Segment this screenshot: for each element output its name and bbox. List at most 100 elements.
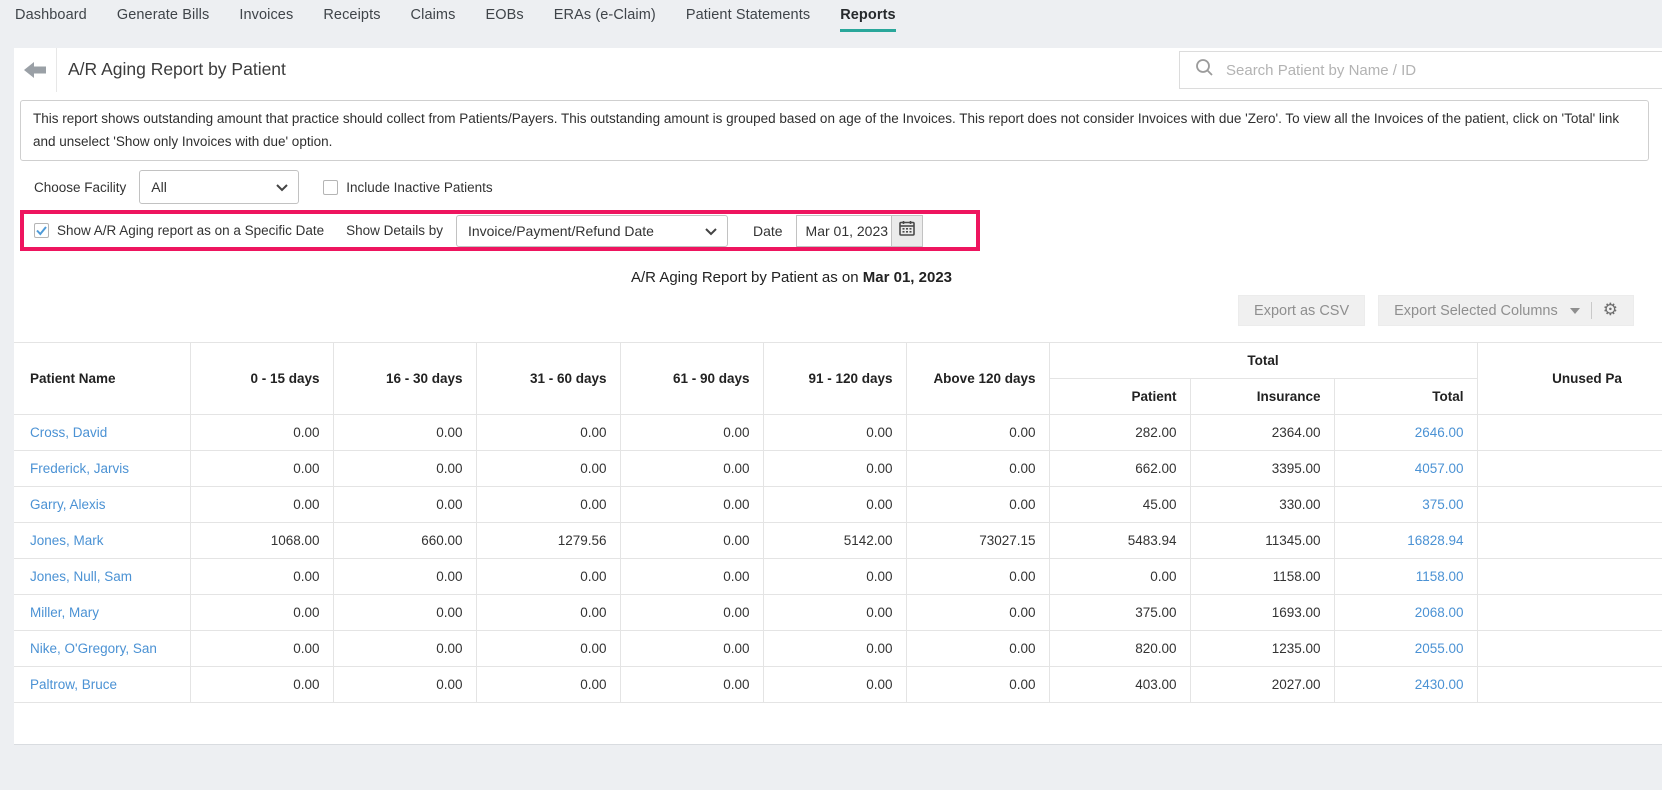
- total-patient-cell: 662.00: [1048, 450, 1191, 487]
- aging-amount-cell: 0.00: [905, 666, 1050, 703]
- search-icon: [1180, 58, 1226, 82]
- specific-date-checkbox[interactable]: [34, 223, 49, 238]
- report-heading: A/R Aging Report by Patient as on Mar 01…: [14, 269, 1569, 286]
- nav-item-reports[interactable]: Reports: [840, 7, 896, 32]
- nav-item-generate-bills[interactable]: Generate Bills: [116, 7, 210, 23]
- patient-name-link[interactable]: Miller, Mary: [30, 605, 100, 620]
- total-patient-cell: 282.00: [1048, 414, 1191, 451]
- aging-amount-cell: 1279.56: [475, 522, 621, 559]
- patient-name-link[interactable]: Cross, David: [30, 425, 108, 440]
- total-link[interactable]: 2055.00: [1414, 641, 1464, 656]
- total-link[interactable]: 1158.00: [1415, 569, 1464, 584]
- aging-amount-cell: 0.00: [332, 594, 477, 631]
- aging-amount-cell: 0.00: [189, 486, 334, 523]
- patient-search: [1179, 51, 1662, 89]
- patient-name-cell: Cross, David: [14, 414, 191, 451]
- report-heading-prefix: A/R Aging Report by Patient as on: [630, 269, 863, 286]
- unused-payment-cell: [1476, 486, 1662, 523]
- col-header-16-30: 16 - 30 days: [332, 342, 477, 415]
- aging-amount-cell: 0.00: [762, 666, 907, 703]
- col-header-total-insurance: Insurance: [1189, 378, 1335, 415]
- total-link[interactable]: 4057.00: [1414, 461, 1464, 476]
- date-label: Date: [752, 222, 783, 239]
- total-link[interactable]: 2646.00: [1414, 425, 1464, 440]
- patient-name-cell: Frederick, Jarvis: [14, 450, 191, 487]
- total-cell: 16828.94: [1333, 522, 1478, 559]
- total-link[interactable]: 2430.00: [1414, 677, 1464, 692]
- aging-amount-cell: 0.00: [475, 450, 621, 487]
- aging-amount-cell: 0.00: [762, 486, 907, 523]
- back-button[interactable]: [22, 58, 48, 82]
- total-patient-cell: 0.00: [1048, 558, 1191, 595]
- total-insurance-cell: 1158.00: [1189, 558, 1335, 595]
- total-insurance-cell: 3395.00: [1189, 450, 1335, 487]
- specific-date-filter-row: Show A/R Aging report as on a Specific D…: [20, 210, 980, 251]
- nav-item-dashboard[interactable]: Dashboard: [15, 7, 87, 23]
- table-row: Jones, Mark 1068.00 660.00 1279.56 0.00 5142.…: [14, 522, 1662, 559]
- unused-payment-cell: [1476, 450, 1662, 487]
- back-arrow-icon: [22, 62, 48, 86]
- aging-amount-cell: 0.00: [189, 666, 334, 703]
- patient-name-link[interactable]: Jones, Null, Sam: [30, 569, 133, 584]
- divider: [56, 48, 57, 92]
- patient-name-cell: Jones, Mark: [14, 522, 191, 559]
- patient-name-link[interactable]: Paltrow, Bruce: [30, 677, 118, 692]
- nav-item-claims[interactable]: Claims: [410, 7, 456, 23]
- export-selected-columns-button[interactable]: Export Selected Columns ⚙: [1378, 295, 1634, 326]
- total-cell: 2430.00: [1333, 666, 1478, 703]
- gear-icon[interactable]: ⚙: [1602, 300, 1618, 320]
- table-row: Garry, Alexis 0.00 0.00 0.00 0.00 0.00 0.00 45.…: [14, 486, 1662, 523]
- export-csv-button[interactable]: Export as CSV: [1238, 295, 1366, 326]
- export-selected-label: Export Selected Columns: [1394, 302, 1558, 319]
- aging-amount-cell: 0.00: [619, 522, 764, 559]
- aging-amount-cell: 1068.00: [189, 522, 334, 559]
- aging-amount-cell: 0.00: [619, 486, 764, 523]
- report-description: This report shows outstanding amount tha…: [20, 100, 1649, 162]
- table-row: Miller, Mary 0.00 0.00 0.00 0.00 0.00 0.00 375.…: [14, 594, 1662, 631]
- aging-amount-cell: 0.00: [189, 450, 334, 487]
- total-link[interactable]: 2068.00: [1414, 605, 1464, 620]
- main-content: A/R Aging Report by Patient This report …: [14, 48, 1662, 745]
- aging-amount-cell: 0.00: [332, 630, 477, 667]
- table-row: Frederick, Jarvis 0.00 0.00 0.00 0.00 0.00 0.0…: [14, 450, 1662, 487]
- total-cell: 1158.00: [1333, 558, 1478, 595]
- nav-item-eobs[interactable]: EOBs: [485, 7, 524, 23]
- aging-amount-cell: 0.00: [332, 558, 477, 595]
- search-input[interactable]: [1226, 52, 1662, 88]
- facility-select[interactable]: All: [139, 170, 300, 204]
- aging-amount-cell: 0.00: [475, 414, 621, 451]
- nav-item-receipts[interactable]: Receipts: [323, 7, 381, 23]
- total-insurance-cell: 1693.00: [1189, 594, 1335, 631]
- patient-name-link[interactable]: Nike, O'Gregory, San: [30, 641, 157, 656]
- aging-amount-cell: 0.00: [332, 450, 477, 487]
- total-link[interactable]: 16828.94: [1407, 533, 1464, 548]
- table-row: Paltrow, Bruce 0.00 0.00 0.00 0.00 0.00 0.00 40…: [14, 666, 1662, 703]
- unused-payment-cell: [1476, 666, 1662, 703]
- patient-name-link[interactable]: Garry, Alexis: [30, 497, 106, 512]
- patient-name-cell: Nike, O'Gregory, San: [14, 630, 191, 667]
- patient-name-link[interactable]: Jones, Mark: [30, 533, 104, 548]
- aging-amount-cell: 0.00: [762, 558, 907, 595]
- unused-payment-cell: [1476, 522, 1662, 559]
- total-link[interactable]: 375.00: [1422, 497, 1464, 512]
- table-row: Nike, O'Gregory, San 0.00 0.00 0.00 0.00 0.00…: [14, 630, 1662, 667]
- details-by-select[interactable]: Invoice/Payment/Refund Date: [455, 214, 728, 247]
- date-input[interactable]: Mar 01, 2023: [795, 214, 892, 247]
- patient-name-link[interactable]: Frederick, Jarvis: [30, 461, 130, 476]
- unused-payment-cell: [1476, 630, 1662, 667]
- aging-amount-cell: 0.00: [619, 630, 764, 667]
- nav-item-eras[interactable]: ERAs (e-Claim): [553, 7, 656, 23]
- include-inactive-checkbox[interactable]: [323, 179, 339, 195]
- total-insurance-cell: 2364.00: [1189, 414, 1335, 451]
- aging-amount-cell: 0.00: [905, 594, 1050, 631]
- nav-item-patient-statements[interactable]: Patient Statements: [685, 7, 811, 23]
- col-header-91-120: 91 - 120 days: [762, 342, 907, 415]
- col-header-unused: Unused Pa: [1476, 342, 1662, 415]
- divider: [1590, 302, 1592, 319]
- title-row: A/R Aging Report by Patient: [14, 48, 1662, 92]
- aging-amount-cell: 0.00: [905, 630, 1050, 667]
- total-insurance-cell: 11345.00: [1189, 522, 1335, 559]
- calendar-button[interactable]: [891, 214, 923, 247]
- nav-item-invoices[interactable]: Invoices: [239, 7, 294, 23]
- show-details-by-label: Show Details by: [346, 223, 443, 238]
